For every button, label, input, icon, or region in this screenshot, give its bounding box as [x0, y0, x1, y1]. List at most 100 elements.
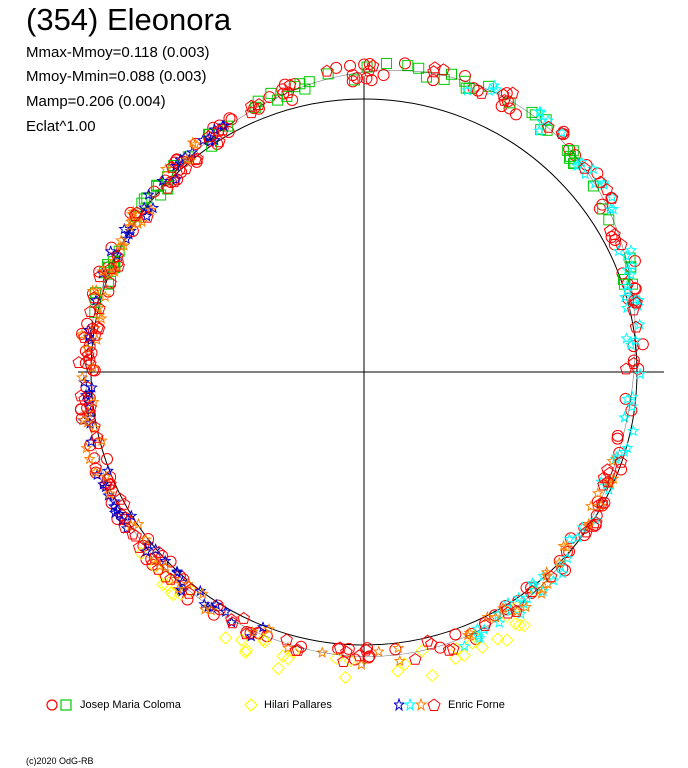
data-point	[588, 177, 601, 189]
data-point	[381, 58, 393, 70]
data-point	[245, 106, 258, 119]
data-point	[615, 463, 628, 476]
data-point	[101, 464, 114, 476]
data-point	[362, 651, 375, 664]
data-point	[506, 86, 519, 99]
data-point	[99, 480, 112, 493]
data-point	[189, 138, 202, 150]
data-point	[142, 188, 155, 200]
data-point	[597, 471, 611, 484]
data-point	[78, 330, 91, 343]
data-point	[263, 622, 276, 635]
data-point	[78, 392, 91, 405]
data-point	[126, 214, 139, 226]
data-point	[168, 159, 180, 171]
legend-label-pallares: Hilari Pallares	[264, 699, 332, 711]
data-point	[196, 134, 210, 146]
data-point	[372, 645, 385, 657]
data-point	[303, 76, 315, 88]
data-point	[93, 270, 106, 283]
data-point	[101, 452, 114, 465]
data-point	[633, 318, 646, 330]
data-point	[490, 632, 505, 646]
data-point	[533, 105, 546, 117]
data-point	[491, 608, 504, 620]
data-point	[225, 113, 238, 126]
data-point	[333, 641, 347, 654]
data-point	[361, 642, 374, 655]
data-point	[239, 627, 253, 640]
data-point	[578, 161, 591, 174]
data-point	[501, 596, 515, 609]
data-point	[593, 202, 606, 215]
data-point	[628, 294, 641, 307]
data-point	[330, 61, 343, 74]
data-point	[126, 527, 139, 540]
data-point	[618, 411, 631, 423]
data-point	[603, 214, 615, 226]
polar-lightcurve-plot	[72, 57, 664, 685]
data-point	[88, 421, 101, 434]
data-point	[155, 189, 167, 201]
data-point	[567, 145, 579, 157]
data-point	[130, 206, 144, 219]
data-point	[181, 153, 194, 165]
data-point	[618, 445, 631, 458]
data-point	[88, 452, 101, 465]
data-point	[159, 162, 173, 175]
data-point	[272, 94, 284, 106]
data-point	[591, 487, 604, 499]
data-point	[428, 61, 442, 74]
data-point	[615, 238, 628, 251]
data-point	[590, 516, 603, 529]
data-point	[171, 173, 184, 186]
data-point	[598, 176, 611, 188]
data-point	[337, 655, 350, 667]
data-point	[208, 123, 221, 135]
data-point	[629, 293, 642, 305]
data-point	[329, 651, 344, 666]
data-point	[84, 401, 97, 414]
data-point	[446, 642, 460, 655]
data-point	[498, 93, 511, 106]
data-point	[625, 244, 638, 256]
data-point	[239, 643, 254, 657]
data-point	[79, 345, 92, 358]
data-point	[171, 566, 184, 579]
data-point	[316, 646, 329, 658]
data-point	[604, 203, 617, 215]
data-point	[176, 575, 189, 588]
legend-item-forne: Enric Forne	[394, 697, 505, 713]
data-point	[363, 58, 376, 71]
data-point	[496, 88, 510, 101]
data-point	[237, 611, 250, 624]
legend-label-forne: Enric Forne	[448, 699, 505, 711]
data-point	[83, 452, 96, 465]
data-point	[105, 483, 119, 496]
data-point	[198, 603, 211, 615]
data-point	[219, 605, 232, 617]
data-point	[83, 353, 96, 366]
data-point	[238, 645, 253, 659]
data-point	[409, 652, 422, 665]
data-point	[129, 529, 142, 542]
data-point	[508, 617, 523, 631]
data-point	[218, 631, 233, 645]
data-point	[495, 100, 508, 113]
data-point	[104, 276, 117, 289]
data-point	[525, 584, 539, 597]
data-point	[82, 386, 95, 399]
data-point	[605, 230, 618, 243]
data-point	[620, 249, 633, 262]
data-point	[95, 312, 108, 324]
data-point	[580, 525, 593, 538]
chart-title: (354) Eleonora	[26, 2, 232, 37]
data-point	[555, 126, 569, 139]
stat-mmax-mmoy: Mmax-Mmoy=0.118 (0.003)	[26, 44, 210, 61]
data-point	[320, 64, 334, 77]
data-point	[590, 509, 603, 522]
data-point	[458, 639, 471, 652]
data-point	[92, 322, 106, 335]
data-point	[555, 126, 568, 138]
data-point	[118, 520, 132, 533]
